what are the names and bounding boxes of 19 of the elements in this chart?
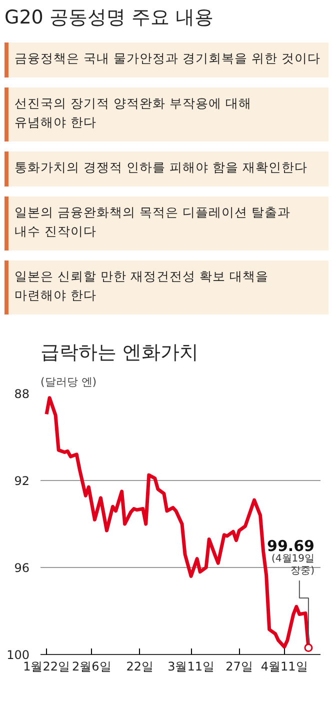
annotation: (4월19일 장중): [271, 553, 315, 576]
text: 일본의 금융완화책의 목적은 디플레이션 탈출과 내수 진작이다: [14, 204, 290, 238]
y-tick-label: 88: [14, 387, 30, 401]
text: 통화가치의 경쟁적 인하를 피해야 함을 재확인한다: [14, 160, 308, 174]
x-tick-label: 1월22일: [23, 660, 70, 674]
x-tick-label: 27일: [226, 660, 253, 674]
x-tick-label: 4월11일: [260, 660, 308, 674]
x-tick-label: 3월11일: [168, 660, 214, 674]
y-tick-label: 92: [14, 474, 30, 488]
x-tick-label: 2월6일: [72, 660, 112, 674]
text: 선진국의 장기적 양적완화 부작용에 대해 유념해야 한다: [14, 96, 252, 130]
y-tick-label: 100: [6, 648, 30, 662]
x-tick-label: 22일: [126, 660, 154, 674]
text: 금융정책은 국내 물가안정과 경기회복을 위한 것이다: [14, 50, 320, 66]
chart-subtitle: (달러당 엔): [40, 376, 97, 388]
chart-title: 급락하는 엔화가치: [40, 342, 199, 364]
text: G20 공동성명 주요 내용: [4, 6, 214, 28]
y-tick-label: 96: [14, 561, 30, 575]
text: 일본은 신뢰할 만한 재정건전성 확보 대책을 마련해야 한다: [14, 268, 268, 302]
